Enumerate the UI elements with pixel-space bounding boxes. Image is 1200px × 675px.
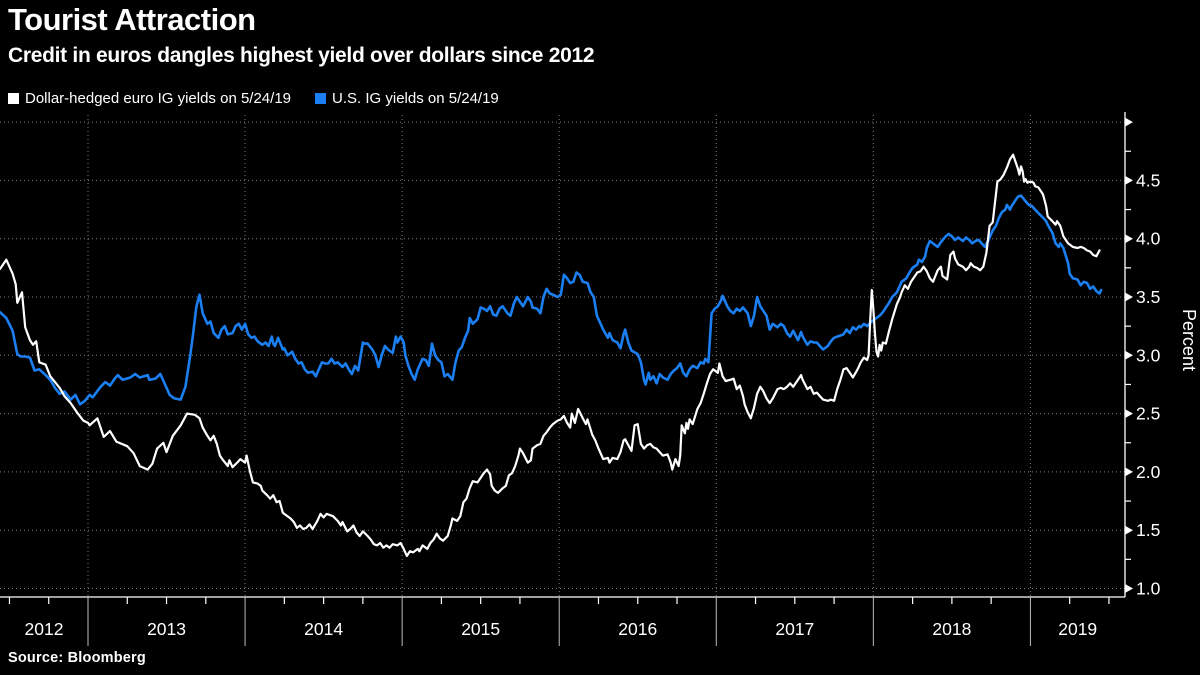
us-series-line xyxy=(0,194,1103,406)
x-year-label: 2015 xyxy=(461,619,500,639)
euro-series-swatch-icon xyxy=(8,93,19,104)
x-year-label: 2013 xyxy=(147,619,186,639)
x-year-label: 2016 xyxy=(618,619,657,639)
y-tick-label: 4.5 xyxy=(1136,170,1160,190)
y-tick-label: 3.0 xyxy=(1136,345,1161,365)
legend-item-euro: Dollar-hedged euro IG yields on 5/24/19 xyxy=(8,90,291,107)
y-tick-label: 4.0 xyxy=(1136,229,1161,249)
y-major-tick-arrow-icon xyxy=(1125,350,1133,360)
legend: Dollar-hedged euro IG yields on 5/24/19 … xyxy=(8,90,499,107)
page-title: Tourist Attraction xyxy=(8,2,256,37)
x-year-label: 2017 xyxy=(775,619,814,639)
x-year-label: 2018 xyxy=(932,619,971,639)
x-year-label: 2019 xyxy=(1058,619,1097,639)
y-major-tick-arrow-icon xyxy=(1125,292,1133,302)
y-major-tick-arrow-icon xyxy=(1125,117,1133,127)
y-tick-label: 2.5 xyxy=(1136,404,1160,424)
legend-label-euro: Dollar-hedged euro IG yields on 5/24/19 xyxy=(25,90,292,107)
euro-series-line xyxy=(0,153,1101,557)
y-tick-label: 1.0 xyxy=(1136,579,1161,599)
legend-item-us: U.S. IG yields on 5/24/19 xyxy=(315,90,499,107)
us-series-swatch-icon xyxy=(315,93,327,104)
source-attribution: Source: Bloomberg xyxy=(8,650,146,666)
x-year-label: 2012 xyxy=(25,619,64,639)
chart-subtitle: Credit in euros dangles highest yield ov… xyxy=(8,44,595,67)
y-major-tick-arrow-icon xyxy=(1125,234,1133,244)
x-year-label: 2014 xyxy=(304,619,343,639)
y-major-tick-arrow-icon xyxy=(1125,584,1133,593)
y-major-tick-arrow-icon xyxy=(1125,175,1133,185)
y-major-tick-arrow-icon xyxy=(1125,409,1133,419)
legend-label-us: U.S. IG yields on 5/24/19 xyxy=(332,90,499,107)
y-tick-label: 2.0 xyxy=(1136,462,1161,482)
y-tick-label: 1.5 xyxy=(1136,520,1160,540)
y-major-tick-arrow-icon xyxy=(1125,525,1133,535)
y-axis-title: Percent xyxy=(1179,309,1199,371)
y-tick-label: 3.5 xyxy=(1136,287,1160,307)
y-major-tick-arrow-icon xyxy=(1125,467,1133,477)
